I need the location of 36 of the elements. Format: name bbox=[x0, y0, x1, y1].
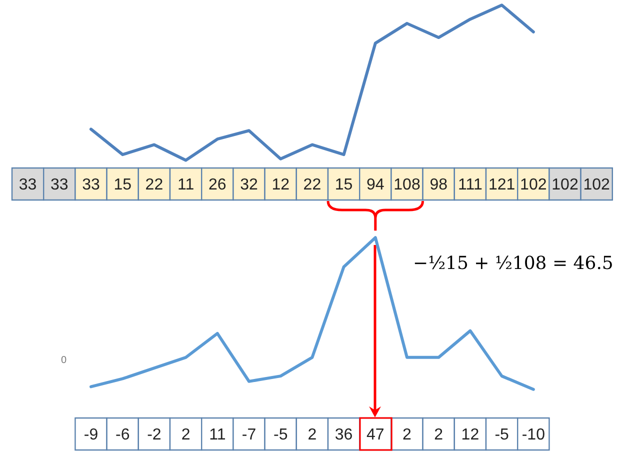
data-label: 102 bbox=[520, 176, 547, 194]
data-label: 32 bbox=[240, 176, 258, 194]
data-label: 22 bbox=[303, 176, 322, 194]
data-label: -9 bbox=[84, 426, 98, 444]
data-label: 2 bbox=[308, 426, 317, 444]
text: 33 bbox=[50, 176, 68, 194]
data-label: 2 bbox=[181, 426, 190, 444]
data-label: 12 bbox=[461, 426, 480, 444]
text: 0 bbox=[61, 355, 67, 366]
data-label: 94 bbox=[366, 176, 384, 194]
data-label: 15 bbox=[334, 176, 353, 194]
data-label: 22 bbox=[145, 176, 164, 194]
data-label: 47 bbox=[366, 426, 384, 444]
data-label: 26 bbox=[208, 176, 226, 194]
text: 102 bbox=[583, 176, 610, 194]
data-label: 121 bbox=[488, 176, 516, 194]
data-label: 98 bbox=[430, 176, 448, 194]
text: 33 bbox=[18, 176, 37, 194]
data-label: 2 bbox=[434, 426, 444, 444]
data-label: -5 bbox=[273, 426, 288, 444]
data-label: 12 bbox=[272, 176, 290, 194]
data-label: -10 bbox=[522, 426, 546, 444]
data-label: -7 bbox=[242, 426, 256, 444]
data-label: 11 bbox=[177, 176, 194, 194]
data-label: 33 bbox=[82, 176, 100, 194]
data-label: 11 bbox=[209, 426, 226, 444]
data-label: -5 bbox=[494, 426, 510, 444]
text: 102 bbox=[552, 176, 578, 194]
data-label: 15 bbox=[114, 176, 132, 194]
data-label: -2 bbox=[147, 426, 162, 444]
annotation: −½15 + ½108 = 46.5 bbox=[413, 253, 614, 274]
data-label: 108 bbox=[394, 176, 420, 194]
data-label: 2 bbox=[402, 426, 412, 444]
data-label: 111 bbox=[458, 176, 482, 194]
data-label: 36 bbox=[334, 426, 353, 444]
data-label: -6 bbox=[115, 426, 130, 444]
